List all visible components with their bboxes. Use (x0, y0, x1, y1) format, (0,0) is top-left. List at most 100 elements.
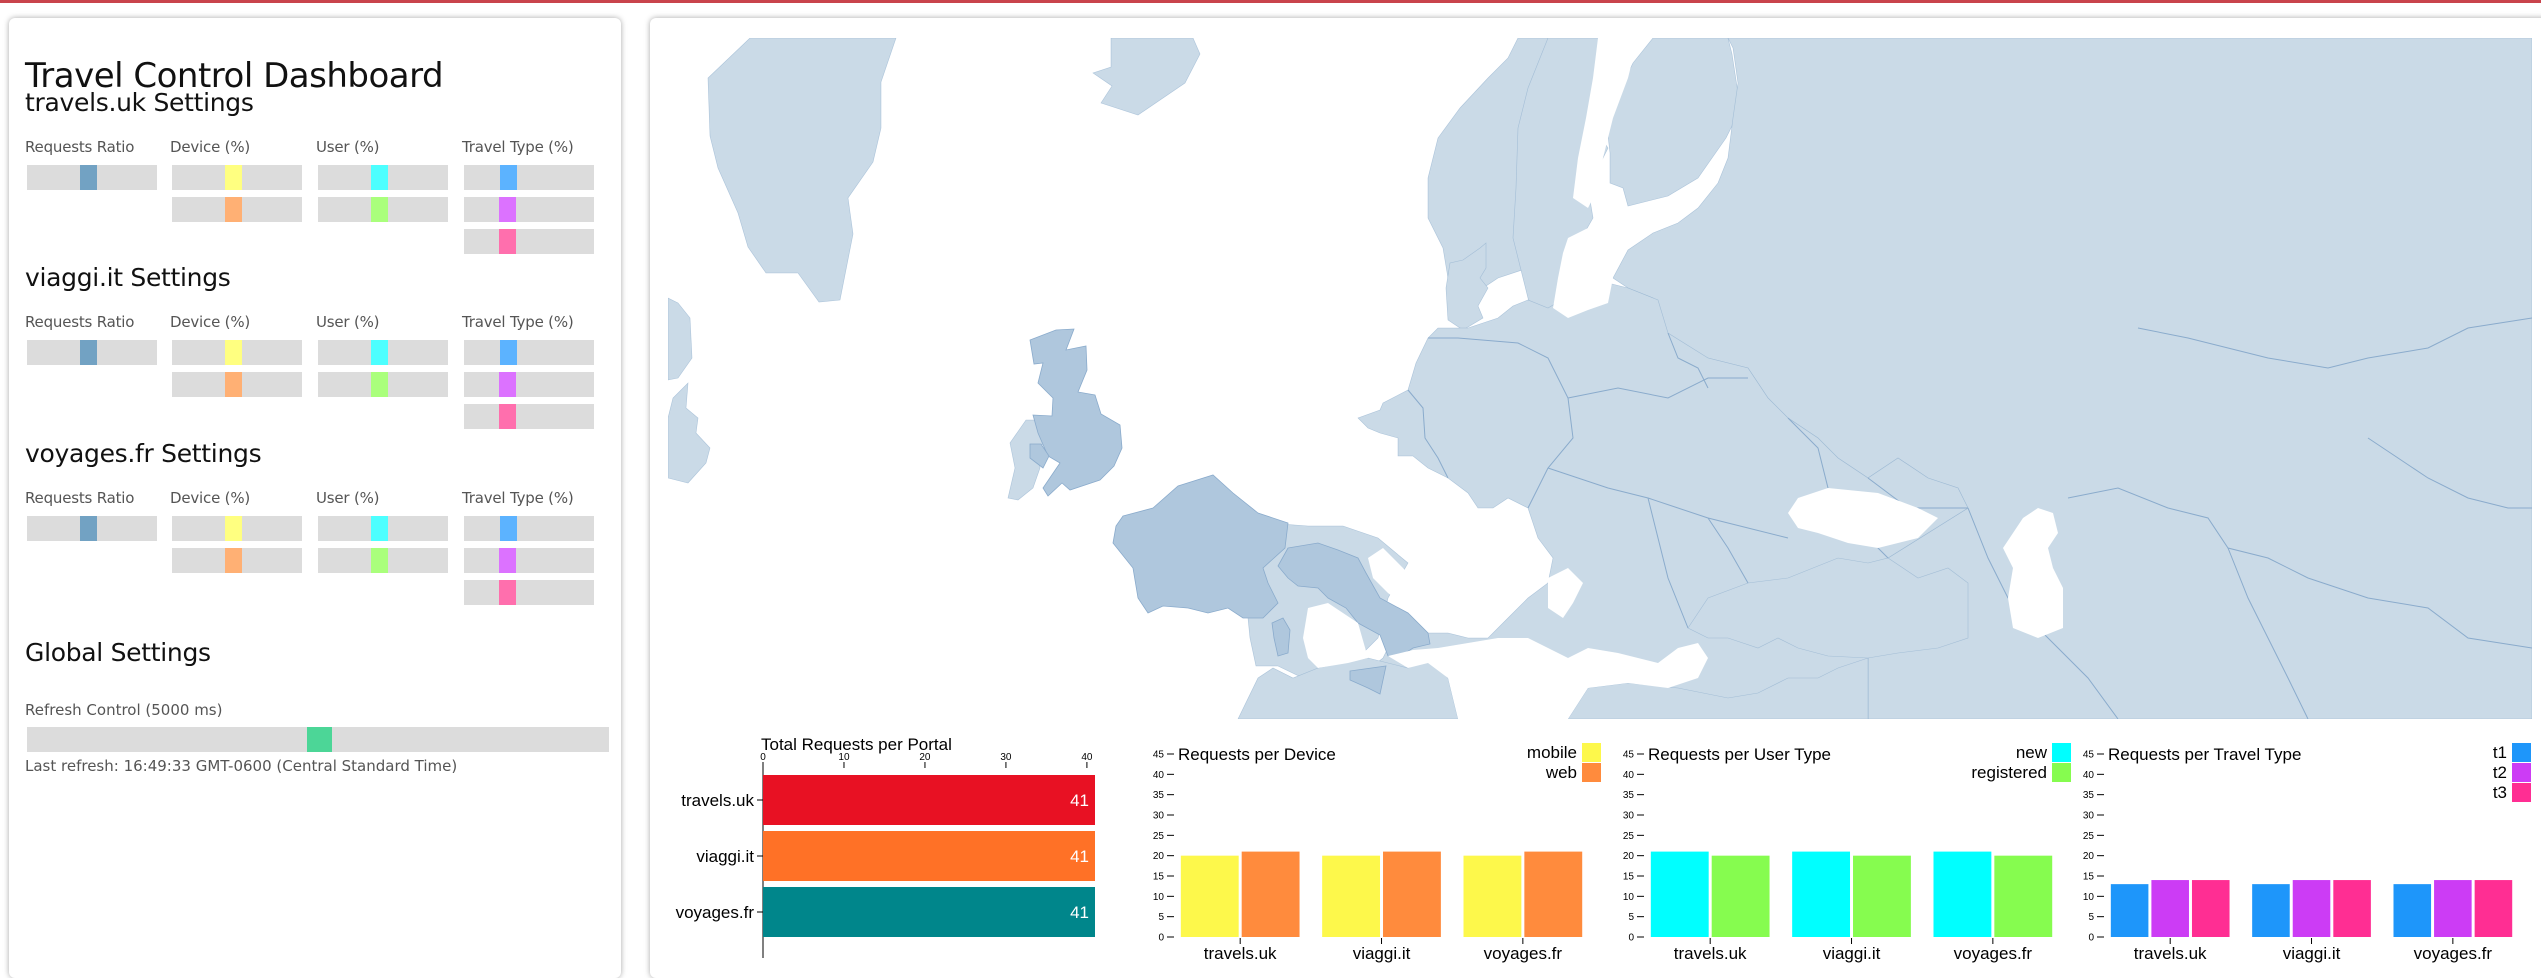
slider-handle[interactable] (499, 404, 516, 429)
travel-slider-t3[interactable] (464, 404, 594, 429)
slider-handle[interactable] (371, 516, 388, 541)
slider-handle[interactable] (499, 197, 516, 222)
slider-handle[interactable] (500, 165, 517, 190)
country-denmark (1445, 242, 1489, 331)
bar-viaggi.it-new[interactable] (1792, 851, 1851, 937)
slider-handle[interactable] (499, 372, 516, 397)
bar-voyages.fr-web[interactable] (1524, 851, 1583, 937)
device-column-label: Device (%) (170, 313, 251, 331)
ratio-slider-ratio[interactable] (27, 340, 157, 365)
refresh-control-label: Refresh Control (5000 ms) (25, 701, 223, 719)
user-slider-registered[interactable] (318, 372, 448, 397)
slider-handle[interactable] (499, 229, 516, 254)
bar-voyages.fr-t2[interactable] (2434, 880, 2472, 937)
legend-swatch-mobile (1582, 743, 1601, 762)
slider-handle[interactable] (500, 516, 517, 541)
bar-viaggi.it-registered[interactable] (1853, 855, 1911, 937)
slider-handle[interactable] (371, 548, 388, 573)
map-highlighted-countries (1029, 328, 1431, 695)
portal-settings-title: voyages.fr Settings (25, 439, 262, 468)
travel-column-label: Travel Type (%) (462, 313, 574, 331)
bar-travels.uk-t2[interactable] (2151, 880, 2189, 937)
y-tick-label: 15 (1623, 872, 1635, 883)
country-greenland (707, 38, 897, 303)
chart-requests-per-device: 0 5 10 15 20 25 30 35 40 45 Requests per Device tra… (1140, 718, 1610, 963)
device-slider-mobile[interactable] (172, 165, 302, 190)
device-slider-web[interactable] (172, 372, 302, 397)
bar-travels.uk-registered[interactable] (1711, 855, 1770, 937)
bar-voyages.fr-new[interactable] (1933, 851, 1992, 937)
bar-travels.uk-new[interactable] (1650, 851, 1709, 937)
bar-voyages.fr[interactable] (763, 887, 1095, 937)
y-tick-label: 5 (2088, 912, 2094, 923)
bar-voyages.fr-t1[interactable] (2393, 884, 2432, 937)
travel-slider-t3[interactable] (464, 229, 594, 254)
slider-handle[interactable] (225, 372, 242, 397)
slider-handle[interactable] (80, 165, 97, 190)
bar-travels.uk-t3[interactable] (2191, 880, 2230, 937)
chart-requests-per-travel-type: 0 5 10 15 20 25 30 35 40 45 Requests per Travel Ty… (2070, 718, 2540, 963)
y-tick-label: 15 (2083, 872, 2095, 883)
travel-slider-t1[interactable] (464, 340, 594, 365)
slider-handle[interactable] (225, 197, 242, 222)
bar-travels.uk-t1[interactable] (2110, 884, 2149, 937)
ratio-slider-ratio[interactable] (27, 516, 157, 541)
user-slider-registered[interactable] (318, 548, 448, 573)
user-slider-new[interactable] (318, 165, 448, 190)
bar-voyages.fr-mobile[interactable] (1463, 855, 1522, 937)
slider-handle[interactable] (225, 516, 242, 541)
travel-slider-t1[interactable] (464, 165, 594, 190)
bar-voyages.fr-t3[interactable] (2474, 880, 2513, 937)
bar-voyages.fr-registered[interactable] (1994, 855, 2053, 937)
slider-handle[interactable] (80, 516, 97, 541)
slider-handle[interactable] (225, 165, 242, 190)
travel-slider-t2[interactable] (464, 372, 594, 397)
refresh-control-slider[interactable] (27, 727, 609, 752)
x-tick-label: 20 (919, 752, 931, 763)
user-slider-registered[interactable] (318, 197, 448, 222)
device-slider-web[interactable] (172, 548, 302, 573)
slider-handle[interactable] (499, 580, 516, 605)
slider-handle[interactable] (225, 340, 242, 365)
user-slider-new[interactable] (318, 516, 448, 541)
slider-handle[interactable] (371, 372, 388, 397)
slider-handle[interactable] (371, 165, 388, 190)
legend-label: mobile (1527, 743, 1577, 762)
country-canada-east (668, 382, 711, 484)
device-slider-mobile[interactable] (172, 516, 302, 541)
bar-viaggi.it-web[interactable] (1383, 851, 1441, 937)
bar-viaggi.it[interactable] (763, 831, 1095, 881)
y-tick-label: 20 (1153, 851, 1165, 862)
slider-handle[interactable] (371, 197, 388, 222)
y-tick-label: 35 (2083, 790, 2095, 801)
slider-handle[interactable] (225, 548, 242, 573)
legend-swatch-t2 (2512, 763, 2531, 782)
bar-viaggi.it-mobile[interactable] (1322, 855, 1381, 937)
travel-slider-t3[interactable] (464, 580, 594, 605)
bar-viaggi.it-t3[interactable] (2333, 880, 2371, 937)
europe-choropleth-map[interactable] (668, 38, 2532, 719)
slider-handle[interactable] (500, 340, 517, 365)
bar-travels.uk-web[interactable] (1241, 851, 1300, 937)
country-sardinia (1271, 617, 1291, 657)
travel-slider-t2[interactable] (464, 197, 594, 222)
y-tick-label: 35 (1623, 790, 1635, 801)
device-slider-web[interactable] (172, 197, 302, 222)
refresh-slider-handle[interactable] (307, 727, 332, 752)
ratio-slider-ratio[interactable] (27, 165, 157, 190)
travel-slider-t2[interactable] (464, 548, 594, 573)
bar-viaggi.it-t1[interactable] (2252, 884, 2290, 937)
chart-title: Requests per Device (1178, 745, 1336, 764)
device-slider-mobile[interactable] (172, 340, 302, 365)
travel-slider-t1[interactable] (464, 516, 594, 541)
bar-viaggi.it-t2[interactable] (2292, 880, 2331, 937)
portal-settings-title: travels.uk Settings (25, 88, 254, 117)
slider-handle[interactable] (499, 548, 516, 573)
ratio-column-label: Requests Ratio (25, 138, 135, 156)
user-slider-new[interactable] (318, 340, 448, 365)
bar-travels.uk-mobile[interactable] (1180, 855, 1239, 937)
bar-travels.uk[interactable] (763, 775, 1095, 825)
slider-handle[interactable] (80, 340, 97, 365)
slider-handle[interactable] (371, 340, 388, 365)
category-label: viaggi.it (1353, 944, 1411, 963)
